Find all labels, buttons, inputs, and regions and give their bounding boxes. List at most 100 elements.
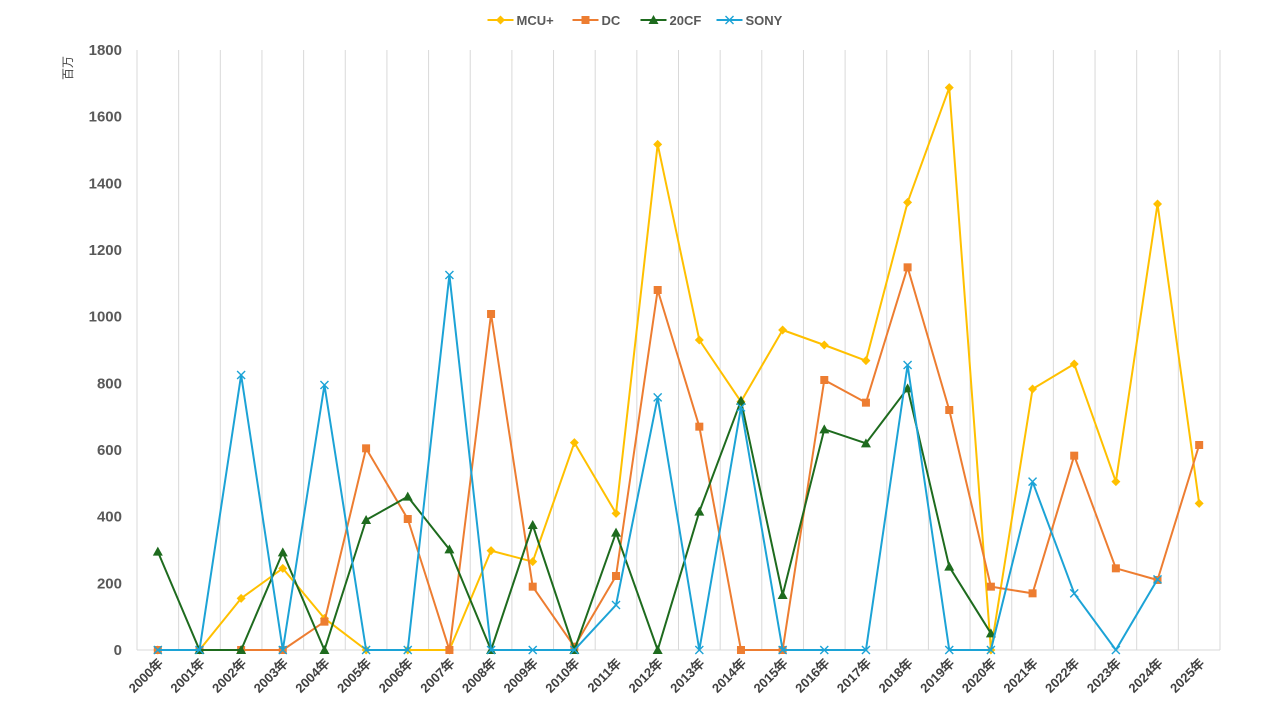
- data-point-mcu: [819, 340, 829, 350]
- data-point-mcu: [236, 593, 246, 603]
- legend-marker: [648, 15, 659, 24]
- x-tick-label: 2021年: [1000, 656, 1040, 696]
- data-point-dc: [1111, 564, 1120, 573]
- data-point-sony: [736, 402, 746, 412]
- data-point-20cf: [402, 491, 413, 501]
- data-point-sony: [1069, 588, 1079, 598]
- y-tick-label: 800: [97, 375, 122, 392]
- legend: MCU+ DC 20CF SONY: [487, 13, 783, 28]
- data-point-20cf: [611, 527, 622, 537]
- series-line-dc: [157, 266, 1201, 651]
- marker-stroke: [569, 645, 579, 655]
- data-point-20cf: [277, 547, 288, 557]
- marker-stroke: [725, 15, 734, 25]
- marker-stroke: [444, 270, 454, 280]
- data-point-mcu: [486, 546, 496, 556]
- data-point-dc: [528, 582, 537, 591]
- x-tick-label: 2000年: [126, 656, 166, 696]
- data-point-sony: [861, 645, 871, 655]
- data-point-sony: [1111, 645, 1121, 655]
- data-point-mcu: [611, 508, 621, 518]
- series-20cf: [152, 383, 996, 654]
- y-tick-label: 400: [97, 509, 122, 526]
- data-point-mcu: [1111, 477, 1121, 487]
- marker-stroke: [403, 645, 413, 655]
- data-point-dc: [903, 263, 912, 272]
- data-point-20cf: [735, 395, 746, 405]
- data-point-mcu: [944, 83, 954, 93]
- marker-stroke: [611, 600, 621, 610]
- x-tick-label: 2023年: [1084, 656, 1124, 696]
- marker-stroke: [319, 380, 329, 390]
- data-point-20cf: [860, 438, 871, 448]
- legend-label: DC: [602, 13, 621, 28]
- series-line-20cf: [156, 387, 992, 651]
- data-point-sony: [319, 380, 329, 390]
- data-point-sony: [403, 645, 413, 655]
- data-point-sony: [528, 645, 538, 655]
- data-point-mcu: [528, 557, 538, 567]
- data-point-sony: [694, 645, 704, 655]
- marker-stroke: [194, 645, 204, 655]
- marker-stroke: [986, 645, 996, 655]
- y-tick-label: 600: [97, 442, 122, 459]
- x-tick-label: 2015年: [751, 656, 791, 696]
- y-tick-label: 1800: [89, 42, 122, 59]
- x-tick-label: 2022年: [1042, 656, 1082, 696]
- x-tick-label: 2025年: [1167, 656, 1207, 696]
- data-point-20cf: [319, 645, 330, 654]
- x-tick-label: 2010年: [542, 656, 582, 696]
- data-point-sony: [819, 645, 829, 655]
- x-tick-label: 2020年: [959, 656, 999, 696]
- data-point-dc: [362, 444, 371, 453]
- x-tick-label: 2018年: [875, 656, 915, 696]
- legend-item-mcu: MCU+: [487, 13, 554, 28]
- series-sony: [153, 270, 1163, 655]
- data-point-mcu: [1153, 199, 1163, 209]
- data-point-dc: [986, 582, 995, 591]
- marker-stroke: [694, 645, 704, 655]
- series-layer: [152, 83, 1204, 655]
- data-point-mcu: [653, 139, 663, 149]
- data-point-20cf: [944, 561, 955, 571]
- data-point-sony: [236, 370, 246, 380]
- data-point-dc: [653, 286, 662, 294]
- x-tick-label: 2014年: [709, 656, 749, 696]
- x-tick-label: 2019年: [917, 656, 957, 696]
- data-point-dc: [320, 617, 329, 626]
- data-point-20cf: [152, 546, 163, 556]
- data-point-dc: [1070, 451, 1079, 460]
- y-tick-label: 200: [97, 575, 122, 592]
- data-point-20cf: [777, 590, 788, 599]
- x-tick-label: 2007年: [417, 656, 457, 696]
- legend-label: 20CF: [670, 13, 702, 28]
- data-point-sony: [903, 360, 913, 370]
- x-tick-label: 2013年: [667, 656, 707, 696]
- data-point-sony: [944, 645, 954, 655]
- marker-stroke: [653, 392, 663, 402]
- data-point-sony: [1028, 477, 1038, 487]
- x-tick-label: 2002年: [209, 656, 249, 696]
- data-point-mcu: [778, 325, 788, 335]
- data-point-sony: [361, 645, 371, 655]
- y-tick-label: 1400: [89, 175, 122, 192]
- legend-marker: [496, 15, 505, 25]
- data-point-dc: [1195, 441, 1204, 449]
- data-point-mcu: [903, 197, 913, 207]
- marker-stroke: [819, 645, 829, 655]
- legend-item-dc: DC: [572, 13, 621, 28]
- y-tick-label: 0: [114, 642, 122, 659]
- marker-stroke: [1111, 645, 1121, 655]
- x-tick-label: 2006年: [376, 656, 416, 696]
- data-point-sony: [986, 645, 996, 655]
- x-tick-label: 2011年: [584, 656, 624, 696]
- x-tick-label: 2012年: [626, 656, 666, 696]
- data-point-20cf: [694, 506, 705, 516]
- data-point-20cf: [527, 520, 538, 529]
- marker-stroke: [861, 645, 871, 655]
- data-point-sony: [278, 645, 288, 655]
- y-tick-label: 1600: [89, 109, 122, 126]
- data-point-dc: [945, 406, 954, 414]
- data-point-dc: [1028, 589, 1037, 598]
